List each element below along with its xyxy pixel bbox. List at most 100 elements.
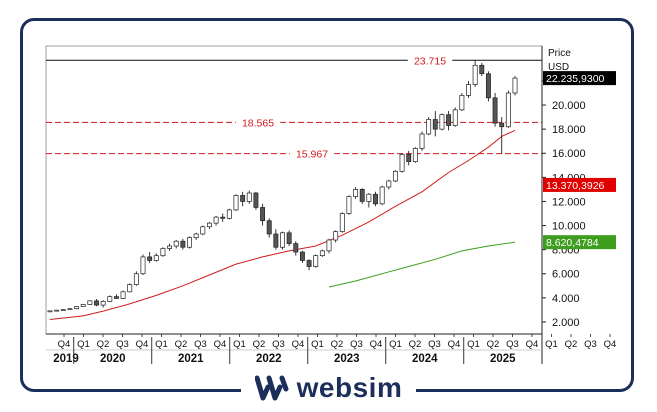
- websim-logo-icon: [254, 375, 289, 401]
- price-tag: [543, 71, 616, 86]
- level-label-bg: [289, 147, 335, 160]
- x-quarter-label: Q1: [155, 339, 168, 350]
- candle-body: [153, 255, 159, 261]
- candle-body: [273, 233, 279, 248]
- x-quarter-label: Q3: [272, 339, 285, 350]
- candle-body: [326, 239, 332, 252]
- candle-body: [479, 64, 485, 75]
- level-label-bg: [235, 116, 281, 129]
- candle-body: [399, 154, 405, 172]
- candle-body: [353, 189, 359, 197]
- candle-body: [419, 133, 425, 149]
- candle-body: [359, 189, 365, 202]
- candle-body: [485, 73, 491, 99]
- x-quarter-label: Q3: [584, 339, 597, 350]
- level-label: 15.967: [296, 149, 328, 161]
- x-quarter-label: Q3: [116, 339, 129, 350]
- candle-body: [147, 256, 153, 261]
- candle-body: [187, 237, 192, 248]
- x-quarter-label: Q3: [428, 339, 441, 350]
- candle-body: [299, 251, 305, 261]
- x-quarter-label: Q2: [253, 339, 266, 350]
- x-quarter-label: Q1: [233, 339, 246, 350]
- x-quarter-label: Q1: [389, 339, 402, 350]
- price-tag-label: 13.370,3926: [546, 180, 605, 192]
- price-tag-label: 22.235,9300: [546, 73, 605, 85]
- x-quarter-label: Q4: [214, 339, 227, 350]
- candle-body: [74, 306, 80, 310]
- candle-body: [512, 77, 518, 94]
- candle-body: [346, 196, 352, 214]
- brand-logo: websim: [240, 370, 417, 406]
- brand-name: websim: [296, 372, 403, 403]
- price-axis-title: Price: [548, 48, 571, 59]
- candle-body: [472, 64, 478, 85]
- x-quarter-label: Q4: [448, 339, 461, 350]
- price-tag-label: 8.620,4784: [546, 237, 599, 249]
- candle-body: [459, 95, 465, 111]
- candle-body: [432, 119, 438, 130]
- candle-body: [366, 193, 372, 202]
- candle-body: [260, 207, 266, 222]
- candle-body: [133, 273, 139, 285]
- candle-body: [426, 119, 432, 135]
- candle-body: [333, 231, 339, 241]
- candles: [47, 60, 518, 313]
- candle-body: [200, 226, 206, 235]
- candle-body: [80, 304, 86, 307]
- x-quarter-label: Q2: [487, 339, 500, 350]
- candle-body: [319, 250, 325, 257]
- candle-body: [280, 232, 285, 248]
- level-label: 18.565: [242, 117, 274, 129]
- candle-body: [266, 220, 272, 235]
- x-quarter-label: Q4: [58, 339, 71, 350]
- candle-body: [412, 148, 418, 163]
- moving-average-long: [49, 129, 516, 320]
- candle-body: [206, 222, 212, 228]
- y-tick-label: 10.000: [552, 221, 586, 233]
- level-label-bg: [407, 54, 453, 67]
- x-quarter-label: Q4: [526, 339, 539, 350]
- level-label: 23.715: [414, 55, 446, 67]
- candle-body: [67, 308, 73, 311]
- x-quarter-label: Q4: [136, 339, 149, 350]
- x-quarter-label: Q3: [506, 339, 519, 350]
- y-tick-label: 2.000: [552, 317, 580, 329]
- y-tick-label: 20.000: [552, 100, 586, 112]
- y-tick-label: 18.000: [552, 124, 586, 136]
- candle-body: [439, 114, 445, 130]
- x-quarter-label: Q1: [467, 339, 480, 350]
- x-quarter-label: Q2: [97, 339, 110, 350]
- x-quarter-label: Q4: [292, 339, 305, 350]
- candle-body: [120, 291, 126, 299]
- x-quarter-label: Q2: [565, 339, 578, 350]
- x-quarter-label: Q4: [370, 339, 383, 350]
- x-year-label: 2022: [256, 353, 282, 365]
- x-quarter-label: Q2: [409, 339, 422, 350]
- price-levels: 23.715 18.565 15.967: [46, 54, 542, 161]
- x-quarter-label: Q3: [194, 339, 207, 350]
- candle-body: [293, 243, 299, 253]
- y-tick-label: 4.000: [552, 293, 580, 305]
- candle-body: [127, 284, 133, 293]
- candle-body: [286, 232, 292, 244]
- x-year-label: 2023: [334, 353, 360, 365]
- candle-body: [392, 170, 398, 182]
- candle-body: [107, 296, 113, 302]
- candle-body: [452, 109, 458, 126]
- candle-body: [240, 195, 246, 202]
- x-quarter-label: Q2: [331, 339, 344, 350]
- x-quarter-label: Q2: [175, 339, 188, 350]
- y-tick-label: 6.000: [552, 269, 580, 281]
- candle-body: [246, 192, 252, 202]
- candle-body: [339, 213, 345, 232]
- candle-body: [167, 245, 173, 249]
- candle-body: [113, 296, 119, 299]
- candle-body: [54, 309, 60, 312]
- x-quarter-label: Q3: [350, 339, 363, 350]
- candle-body: [226, 209, 232, 219]
- candle-body: [233, 195, 239, 211]
- x-quarter-label: Q4: [604, 339, 617, 350]
- candle-body: [306, 260, 312, 267]
